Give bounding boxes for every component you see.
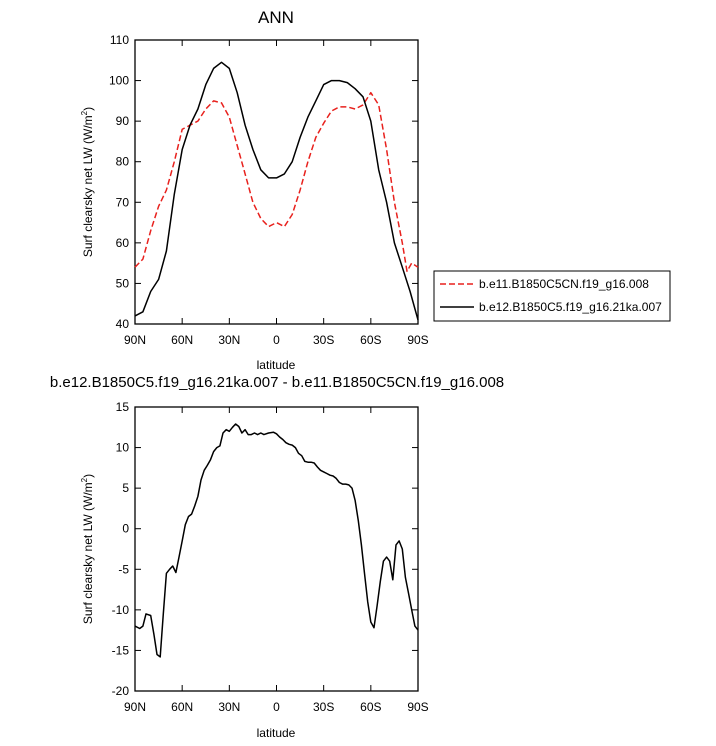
x-tick-label: 60N (171, 700, 193, 714)
y-tick-label: 50 (116, 276, 130, 290)
top-x-axis-label: latitude (257, 358, 296, 372)
x-tick-label: 0 (273, 333, 280, 347)
y-tick-label: 10 (116, 441, 130, 455)
x-tick-label: 90S (407, 700, 428, 714)
y-tick-label: 60 (116, 236, 130, 250)
x-tick-label: 60S (360, 700, 381, 714)
bottom-plot-area (134, 423, 419, 658)
bottom-y-tick-labels: -20 -15 -10 -5 0 5 10 15 (112, 400, 130, 698)
series-line-1 (134, 423, 419, 658)
bottom-x-tick-labels: 90N 60N 30N 0 30S 60S 90S (124, 700, 429, 714)
x-tick-label: 90S (407, 333, 428, 347)
y-tick-label: 110 (110, 33, 129, 47)
x-tick-label: 30S (313, 333, 334, 347)
top-plot-frame (134, 39, 419, 325)
x-tick-label: 30S (313, 700, 334, 714)
bottom-plot-frame (134, 406, 419, 692)
y-tick-label: -5 (118, 562, 129, 576)
bottom-chart-title: b.e12.B1850C5.f19_g16.21ka.007 - b.e11.B… (50, 374, 504, 391)
x-tick-label: 30N (218, 700, 240, 714)
y-tick-label: 40 (116, 317, 130, 331)
legend-box (433, 270, 671, 322)
y-tick-label: 70 (116, 195, 130, 209)
top-plot-area (134, 61, 419, 321)
legend: b.e11.B1850C5CN.f19_g16.008 b.e12.B1850C… (433, 270, 671, 322)
top-y-tick-labels: 40 50 60 70 80 90 100 110 (109, 33, 129, 331)
legend-label-series-1: b.e11.B1850C5CN.f19_g16.008 (479, 277, 649, 291)
x-tick-label: 0 (273, 700, 280, 714)
series-line-2 (134, 61, 419, 321)
y-tick-label: -20 (112, 684, 130, 698)
x-tick-label: 90N (124, 333, 146, 347)
x-tick-label: 60N (171, 333, 193, 347)
top-axis-ticks (134, 39, 419, 325)
top-panel: ANN Surf clearsky net LW (W/m2) 40 50 60 70… (80, 8, 429, 372)
legend-label-series-2: b.e12.B1850C5.f19_g16.21ka.007 (479, 300, 662, 314)
y-tick-label: -10 (112, 603, 130, 617)
bottom-x-axis-label: latitude (257, 726, 296, 740)
series-line-1 (134, 91, 419, 273)
y-tick-label: 90 (116, 114, 130, 128)
y-tick-label: 0 (122, 522, 129, 536)
x-tick-label: 60S (360, 333, 381, 347)
bottom-y-axis-label: Surf clearsky net LW (W/m2) (80, 474, 95, 624)
x-tick-label: 30N (218, 333, 240, 347)
y-tick-label: 100 (109, 74, 129, 88)
top-chart-title: ANN (258, 8, 294, 27)
y-tick-label: 80 (116, 155, 130, 169)
bottom-panel: b.e12.B1850C5.f19_g16.21ka.007 - b.e11.B… (50, 374, 504, 740)
top-y-axis-label: Surf clearsky net LW (W/m2) (80, 107, 95, 257)
x-tick-label: 90N (124, 700, 146, 714)
y-tick-label: -15 (112, 643, 130, 657)
bottom-axis-ticks (134, 406, 419, 692)
top-x-tick-labels: 90N 60N 30N 0 30S 60S 90S (124, 333, 429, 347)
y-tick-label: 15 (116, 400, 130, 414)
y-tick-label: 5 (122, 481, 129, 495)
